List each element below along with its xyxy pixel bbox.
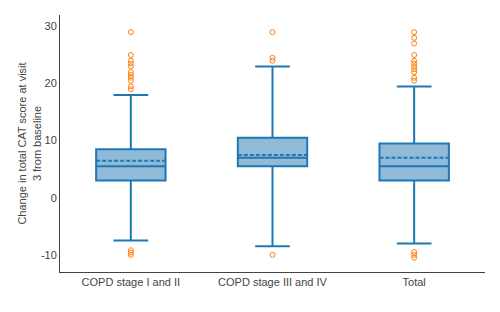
svg-text:30: 30 [45,20,57,32]
svg-text:10: 10 [45,134,57,146]
svg-text:Change in total CAT score at v: Change in total CAT score at visit3 from… [16,62,42,224]
svg-text:COPD stage I and II: COPD stage I and II [82,276,180,288]
svg-text:20: 20 [45,77,57,89]
svg-text:COPD stage III and IV: COPD stage III and IV [218,276,327,288]
svg-text:-10: -10 [41,249,57,261]
svg-text:0: 0 [51,192,57,204]
svg-text:Total: Total [403,276,426,288]
